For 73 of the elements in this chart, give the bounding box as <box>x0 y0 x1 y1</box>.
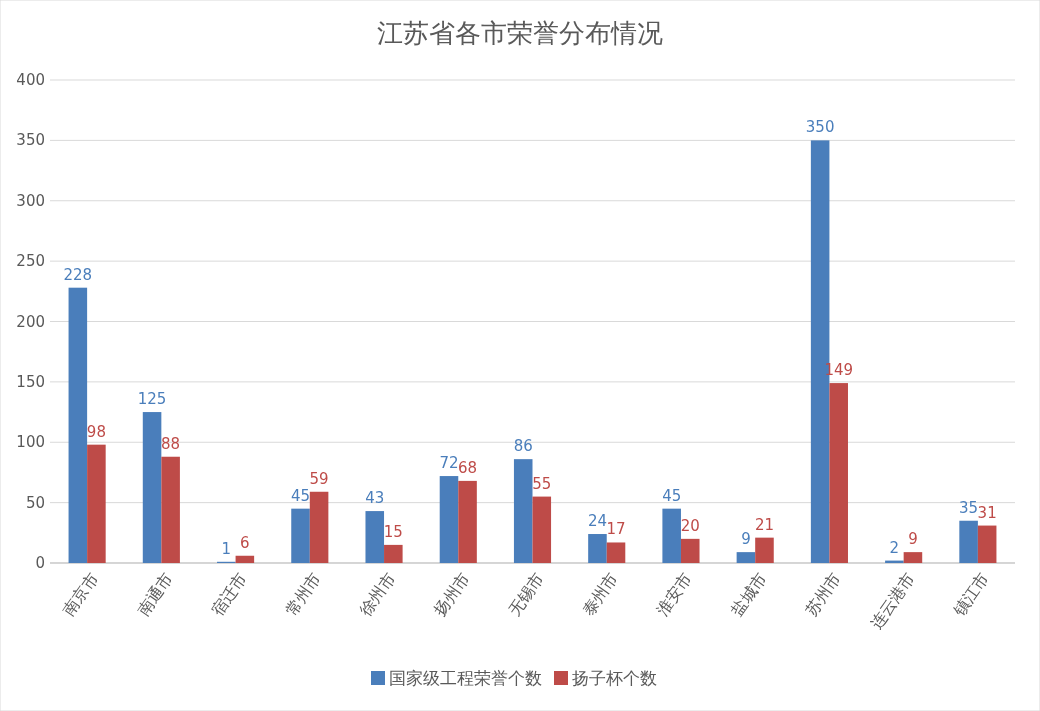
x-tick-label: 苏州市 <box>801 568 845 620</box>
data-label: 72 <box>439 454 459 473</box>
data-label: 2 <box>889 538 900 557</box>
data-label: 45 <box>290 486 311 505</box>
data-label: 68 <box>458 458 478 477</box>
x-tick-label: 南京市 <box>58 568 103 620</box>
data-label: 31 <box>977 503 997 522</box>
data-label: 88 <box>161 434 181 453</box>
data-label: 43 <box>365 489 385 508</box>
legend-label: 国家级工程荣誉个数 <box>389 668 542 688</box>
bar <box>755 537 774 563</box>
y-tick-label: 100 <box>16 433 45 452</box>
x-tick-label: 淮安市 <box>652 568 696 620</box>
x-tick-label: 无锡市 <box>504 568 548 620</box>
x-tick-label: 盐城市 <box>727 568 771 620</box>
bar <box>606 542 626 563</box>
y-tick-label: 350 <box>16 131 45 150</box>
data-label: 24 <box>587 512 607 531</box>
bar <box>903 552 923 563</box>
bar <box>532 496 552 563</box>
bar <box>235 555 255 563</box>
data-label: 20 <box>680 516 700 535</box>
data-label: 35 <box>959 498 979 517</box>
legend-label: 扬子杯个数 <box>572 668 657 688</box>
bar <box>142 412 162 563</box>
data-label: 59 <box>309 469 329 488</box>
data-label: 98 <box>86 422 106 441</box>
y-tick-label: 300 <box>16 191 45 210</box>
bar <box>977 525 997 563</box>
bar <box>513 459 533 563</box>
y-tick-label: 150 <box>16 372 45 391</box>
bar <box>365 511 385 563</box>
data-label: 15 <box>383 522 403 541</box>
x-tick-label: 常州市 <box>281 568 325 620</box>
data-label: 228 <box>63 265 93 284</box>
data-label: 9 <box>908 530 918 549</box>
data-label: 21 <box>754 515 775 534</box>
bar <box>829 383 848 563</box>
y-tick-label: 200 <box>16 312 45 331</box>
y-tick-label: 50 <box>25 493 45 512</box>
y-tick-label: 250 <box>16 252 45 271</box>
x-tick-label: 南通市 <box>133 568 177 620</box>
data-label: 350 <box>805 118 835 137</box>
bar <box>662 508 681 563</box>
chart-title: 江苏省各市荣誉分布情况 <box>377 18 663 48</box>
x-tick-label: 扬州市 <box>430 568 474 620</box>
bar <box>458 480 477 563</box>
x-tick-label: 宿迁市 <box>207 568 251 620</box>
bar <box>680 538 700 563</box>
bar <box>588 534 607 563</box>
data-label: 1 <box>221 539 232 558</box>
data-label: 55 <box>532 474 552 493</box>
x-tick-label: 镇江市 <box>949 568 993 621</box>
bar <box>439 476 459 563</box>
data-label: 17 <box>606 520 626 539</box>
x-tick-label: 泰州市 <box>578 568 622 620</box>
data-label: 86 <box>513 437 533 456</box>
data-label: 6 <box>240 533 250 552</box>
data-label: 125 <box>137 390 167 409</box>
bar <box>161 456 180 563</box>
x-tick-label: 连云港市 <box>866 568 919 633</box>
x-tick-label: 徐州市 <box>355 568 399 620</box>
bar <box>68 287 88 563</box>
bar <box>309 491 329 563</box>
y-tick-label: 0 <box>35 554 45 572</box>
bar <box>291 508 310 563</box>
bar <box>87 444 106 563</box>
bar <box>384 544 403 563</box>
data-label: 9 <box>741 530 751 549</box>
y-tick-label: 400 <box>16 71 45 89</box>
bar <box>959 520 978 563</box>
data-label: 45 <box>662 486 682 505</box>
bar <box>736 552 756 563</box>
